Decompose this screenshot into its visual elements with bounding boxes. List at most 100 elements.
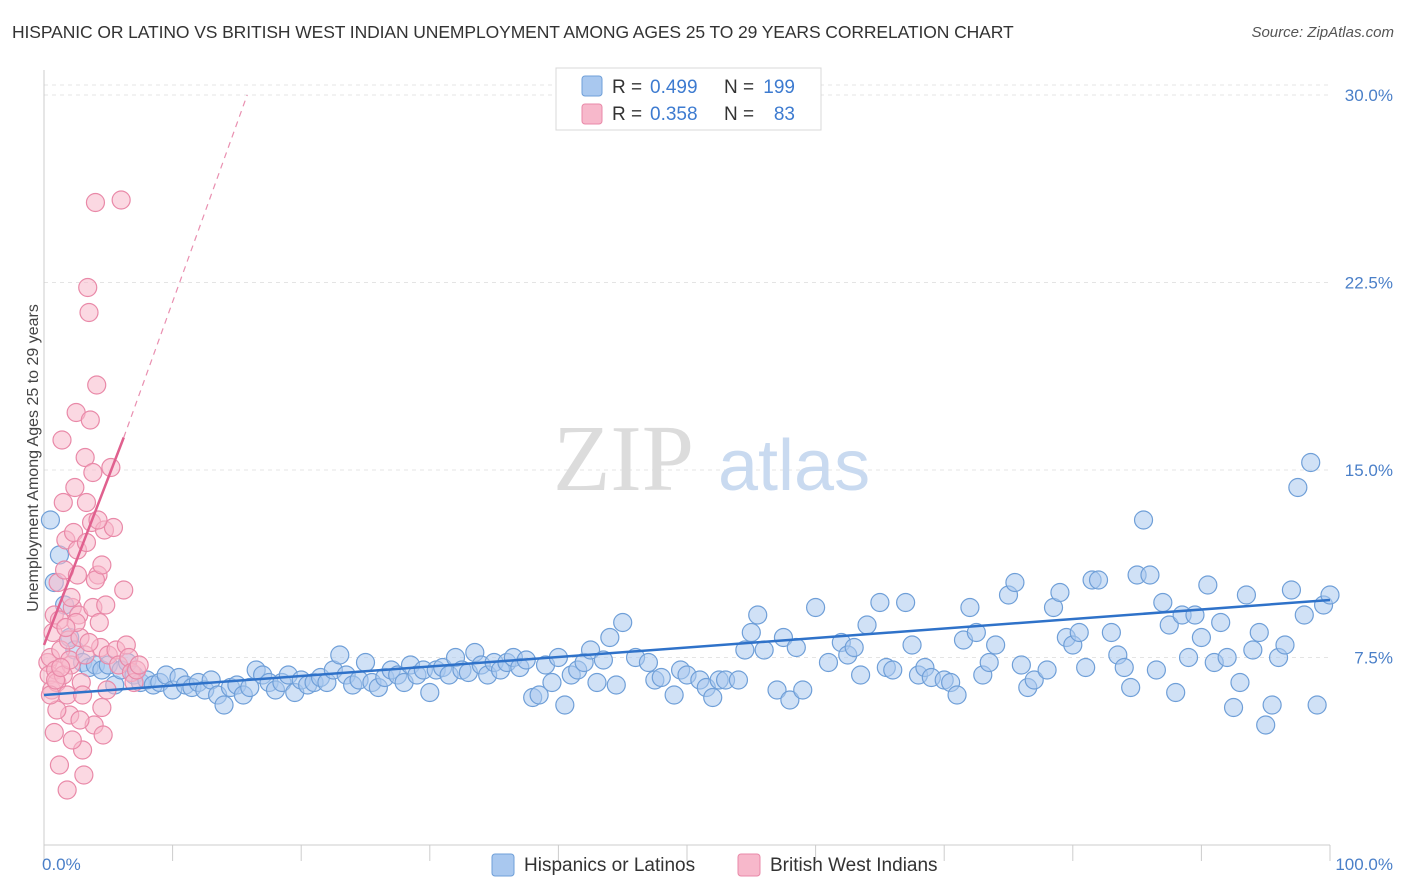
hispanics-point-107 bbox=[754, 640, 774, 660]
hispanics-point-176 bbox=[1262, 695, 1282, 715]
hispanics-point-89 bbox=[606, 675, 626, 695]
bwi-point-67 bbox=[57, 780, 77, 800]
legend-box: R = 0.499 N = 199 R = 0.358 N = 83 bbox=[555, 67, 822, 131]
hispanics-point-122 bbox=[883, 660, 903, 680]
hispanics-point-118 bbox=[851, 665, 871, 685]
hispanics-point-100 bbox=[703, 687, 723, 708]
bwi-point-65 bbox=[44, 722, 64, 743]
trend-line-bwi bbox=[42, 437, 125, 646]
hispanics-point-133 bbox=[966, 622, 986, 643]
hispanics-point-50 bbox=[355, 652, 376, 673]
hispanics-point-0 bbox=[40, 510, 61, 530]
hispanics-point-173 bbox=[1243, 640, 1263, 660]
hispanics-point-114 bbox=[818, 652, 839, 673]
series-hispanics-points bbox=[40, 452, 1340, 735]
bwi-point-37 bbox=[85, 192, 106, 213]
bwi-point-77 bbox=[56, 617, 76, 638]
chart-source: Source: ZipAtlas.com bbox=[1251, 24, 1394, 41]
hispanics-point-28 bbox=[214, 695, 234, 715]
bottom-legend-label-pink: British West Indians bbox=[770, 855, 938, 876]
legend-n-value-1: 199 bbox=[763, 77, 795, 98]
hispanics-point-159 bbox=[1153, 592, 1173, 613]
hispanics-point-77 bbox=[529, 685, 549, 705]
hispanics-point-81 bbox=[555, 695, 575, 715]
hispanics-point-117 bbox=[844, 637, 864, 658]
bwi-point-42 bbox=[92, 697, 112, 718]
bwi-point-66 bbox=[49, 755, 70, 775]
hispanics-point-181 bbox=[1294, 605, 1314, 625]
hispanics-point-182 bbox=[1301, 452, 1321, 473]
hispanics-point-139 bbox=[1011, 655, 1031, 675]
hispanics-point-123 bbox=[896, 592, 916, 613]
y-tick-label-3: 30.0% bbox=[1345, 86, 1393, 105]
hispanics-point-86 bbox=[587, 672, 607, 693]
y-tick-label-1: 15.0% bbox=[1345, 461, 1393, 480]
hispanics-point-60 bbox=[420, 682, 440, 703]
hispanics-point-172 bbox=[1236, 585, 1257, 605]
trend-lines bbox=[42, 94, 1331, 697]
hispanics-point-150 bbox=[1088, 570, 1109, 590]
hispanics-point-106 bbox=[748, 605, 768, 625]
hispanics-point-142 bbox=[1037, 660, 1057, 680]
legend-r-label-2: R = bbox=[612, 104, 642, 125]
hispanics-point-32 bbox=[240, 677, 260, 698]
hispanics-point-179 bbox=[1281, 580, 1302, 600]
hispanics-point-119 bbox=[857, 615, 877, 635]
watermark: ZIP atlas bbox=[553, 407, 870, 511]
hispanics-point-174 bbox=[1249, 622, 1269, 643]
hispanics-point-105 bbox=[741, 622, 761, 643]
hispanics-point-109 bbox=[773, 627, 794, 648]
hispanics-point-108 bbox=[767, 680, 787, 700]
hispanics-point-136 bbox=[986, 635, 1006, 655]
bwi-point-31 bbox=[78, 277, 98, 298]
bwi-point-28 bbox=[74, 765, 94, 785]
bwi-point-11 bbox=[52, 430, 72, 450]
chart-title: HISPANIC OR LATINO VS BRITISH WEST INDIA… bbox=[12, 22, 1014, 42]
hispanics-point-111 bbox=[786, 637, 806, 658]
hispanics-point-104 bbox=[735, 640, 755, 660]
hispanics-point-180 bbox=[1288, 477, 1308, 498]
legend-r-value-1: 0.499 bbox=[650, 77, 698, 98]
trend-line-bwi-extension bbox=[123, 94, 248, 438]
hispanics-point-157 bbox=[1140, 565, 1160, 585]
bwi-point-69 bbox=[70, 710, 90, 730]
legend-n-value-2: 83 bbox=[774, 104, 795, 125]
y-axis-label: Unemployment Among Ages 25 to 29 years bbox=[25, 304, 42, 612]
hispanics-point-141 bbox=[1024, 670, 1044, 690]
hispanics-point-92 bbox=[638, 652, 659, 673]
hispanics-point-87 bbox=[593, 650, 614, 670]
hispanics-point-95 bbox=[664, 685, 684, 705]
bwi-point-29 bbox=[75, 447, 95, 468]
hispanics-point-113 bbox=[805, 597, 826, 618]
hispanics-point-90 bbox=[613, 612, 633, 633]
legend-swatch-pink bbox=[581, 103, 603, 125]
bwi-point-43 bbox=[93, 725, 113, 745]
hispanics-point-158 bbox=[1146, 660, 1166, 680]
hispanics-point-124 bbox=[902, 635, 922, 655]
hispanics-point-132 bbox=[960, 597, 980, 618]
bwi-point-64 bbox=[72, 685, 93, 705]
bottom-legend-swatch-blue bbox=[491, 853, 515, 877]
hispanics-point-88 bbox=[600, 627, 620, 648]
watermark-zip: ZIP bbox=[553, 407, 694, 511]
hispanics-point-112 bbox=[793, 680, 813, 700]
hispanics-point-168 bbox=[1211, 612, 1231, 633]
legend-n-label-1: N = bbox=[724, 77, 754, 98]
hispanics-point-148 bbox=[1076, 657, 1096, 678]
hispanics-point-163 bbox=[1178, 647, 1199, 668]
bwi-point-53 bbox=[114, 580, 134, 600]
legend-r-value-2: 0.358 bbox=[650, 104, 698, 125]
hispanics-point-79 bbox=[542, 672, 562, 693]
bottom-legend-label-blue: Hispanics or Latinos bbox=[524, 855, 695, 876]
hispanics-point-154 bbox=[1121, 677, 1141, 698]
x-tick-label-max: 100.0% bbox=[1335, 855, 1393, 874]
bwi-point-71 bbox=[79, 632, 99, 653]
legend-r-label-1: R = bbox=[612, 77, 642, 98]
hispanics-point-46 bbox=[330, 645, 350, 665]
hispanics-point-165 bbox=[1191, 627, 1212, 648]
hispanics-point-144 bbox=[1050, 582, 1070, 603]
x-tick-label-min: 0.0% bbox=[42, 855, 81, 874]
hispanics-point-94 bbox=[651, 667, 671, 688]
bottom-legend-swatch-pink bbox=[737, 853, 761, 877]
bwi-point-68 bbox=[62, 730, 82, 750]
